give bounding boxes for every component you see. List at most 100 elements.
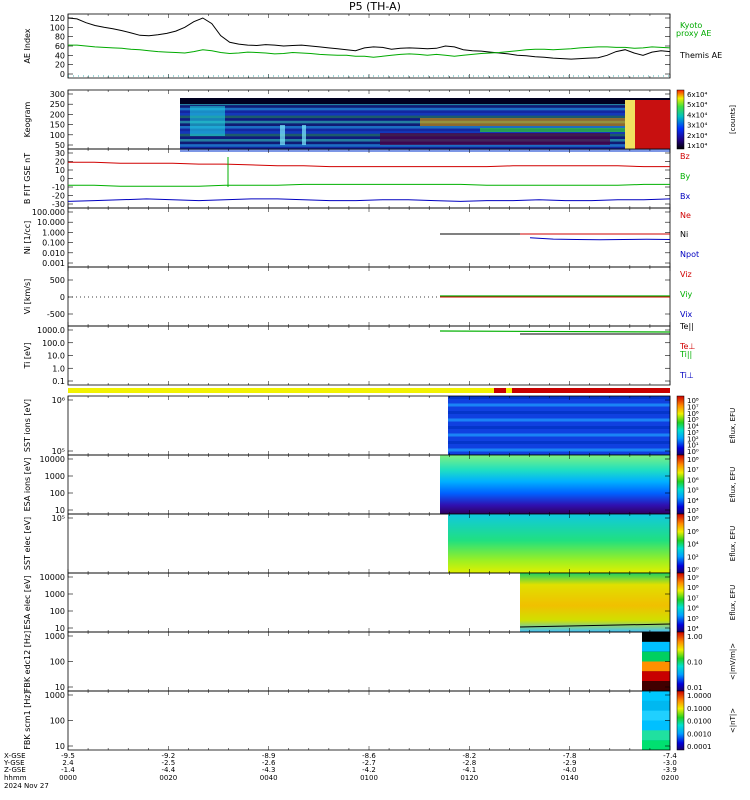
keogram-spike [280, 125, 285, 145]
axis-tick-x-gse: -8.9 [262, 752, 276, 760]
keogram-band [180, 126, 670, 129]
fbk-e-band [642, 641, 670, 652]
velocity-panel-ylabel: Vi [km/s] [23, 279, 32, 315]
axis-tick-y-gse: -2.6 [262, 759, 276, 767]
axis-tick-z-gse: -1.4 [61, 766, 75, 774]
legend-themis-ae: Themis AE [679, 51, 722, 60]
legend-ne: Ne [680, 211, 691, 220]
bz-line [68, 161, 670, 168]
sst-elec-panel-colorbar-tick: 10⁶ [687, 528, 699, 536]
fbk-b-panel-frame [67, 690, 671, 751]
fbk-b-panel-colorbar [676, 690, 685, 751]
axis-tick-y-gse: 2.4 [62, 759, 74, 767]
keogram-panel-ytick-label: 300 [50, 90, 65, 99]
keogram-panel-ytick-label: 50 [55, 141, 65, 150]
status-bar-yellow [68, 388, 494, 393]
bfield-panel-ytick-label: -30 [52, 200, 65, 209]
legend-by: By [680, 172, 690, 181]
density-panel-frame [67, 207, 671, 268]
axis-tick-time: 0020 [159, 774, 177, 782]
esa-elec-panel-colorbar-tick: 10⁸ [687, 584, 699, 592]
axis-date-label: 2024 Nov 27 [4, 782, 49, 790]
esa-elec-panel-ytick-label: 100 [50, 607, 65, 616]
legend-ti-par: Ti|| [679, 350, 692, 359]
axis-tick-x-gse: -8.2 [462, 752, 476, 760]
fbk-b-band [642, 720, 670, 731]
fbk-e-band [642, 671, 670, 682]
sst-ion-panel-ytick-label: 10⁶ [52, 396, 65, 405]
keogram-cyan-patch [190, 106, 225, 136]
axis-tick-z-gse: -3.9 [663, 766, 677, 774]
fbk-b-band [642, 710, 670, 721]
esa-ion-panel-colorbar [676, 454, 685, 515]
keogram-green-band [480, 128, 650, 132]
esa-elec-panel-colorbar-tick: 10⁷ [687, 594, 699, 602]
temperature-panel-ytick-label: 100.0 [42, 339, 65, 348]
keogram-panel-ytick-label: 250 [50, 100, 65, 109]
fbk-b-band [642, 691, 670, 701]
ae-panel-ytick-label: 40 [55, 51, 65, 60]
sst-ion-band [448, 441, 670, 444]
fbk-b-panel-colorbar-tick: 0.0001 [687, 743, 712, 751]
esa-ion-panel-spectrum [440, 455, 670, 514]
ae-panel-ylabel: AE Index [23, 28, 32, 63]
axis-row-label: hhmm [4, 774, 27, 782]
axis-tick-y-gse: -2.5 [161, 759, 175, 767]
keogram-band [180, 107, 670, 111]
plot-title: P5 (TH-A) [349, 0, 401, 13]
esa-ion-panel-colorbar-tick: 10⁷ [687, 466, 699, 474]
temperature-panel-ytick-label: 1000.0 [37, 326, 65, 335]
sst-ion-band [448, 418, 670, 422]
esa-ion-panel-ytick-label: 1000 [45, 472, 65, 481]
status-bar-red [512, 388, 670, 393]
keogram-bright-band [420, 118, 650, 126]
keogram-panel-colorbar-tick: 2x10⁴ [687, 132, 708, 140]
fbk-e-panel-ytick-label: 1000 [45, 632, 65, 641]
ae-panel-ytick-label: 100 [50, 23, 65, 32]
keogram-band [180, 146, 670, 150]
fbk-b-panel-ytick-label: 100 [50, 717, 65, 726]
density-panel-ytick-label: 0.001 [42, 259, 65, 268]
axis-tick-time: 0100 [360, 774, 378, 782]
axis-row-label: Y-GSE [3, 759, 25, 767]
legend-bz: Bz [680, 152, 690, 161]
sst-ion-panel-colorbar-tick: 10⁵ [687, 416, 699, 424]
fbk-b-band [642, 740, 670, 750]
esa-ion-panel-colorbar-label: Eflux, EFU [729, 467, 737, 502]
temperature-panel-ytick-label: 10.0 [47, 352, 65, 361]
esa-elec-potential-line [519, 623, 671, 628]
keogram-panel-ytick-label: 150 [50, 121, 65, 130]
velocity-panel-ytick-label: 500 [50, 276, 65, 285]
esa-elec-panel-ytick-label: 10000 [40, 573, 65, 582]
ae-panel-ytick-label: 0 [60, 70, 65, 79]
esa-ion-panel-colorbar-tick: 10⁴ [687, 497, 699, 505]
ae-panel-ytick-label: 60 [55, 42, 65, 51]
esa-elec-panel-spectrum [520, 573, 670, 632]
ti-line [439, 330, 671, 333]
esa-elec-panel-ytick-label: 1000 [45, 590, 65, 599]
sst-elec-panel-colorbar-tick: 10² [687, 553, 699, 561]
esa-ion-panel-ytick-label: 10000 [40, 455, 65, 464]
esa-elec-panel-colorbar-tick: 10⁴ [687, 625, 699, 633]
keogram-panel-colorbar-tick: 4x10⁴ [687, 111, 708, 119]
keogram-panel-colorbar-tick: 6x10⁴ [687, 91, 708, 99]
density-panel-ylabel: Ni [1/cc] [23, 221, 32, 255]
ae-panel-ytick-label: 20 [55, 61, 65, 70]
status-bar-red [494, 388, 506, 393]
esa-ion-panel-ytick-label: 10 [55, 506, 65, 515]
keogram-dark-band [380, 133, 610, 145]
axis-row-label: X-GSE [4, 752, 26, 760]
legend-proxy-ae: proxy AE [676, 29, 711, 38]
keogram-band [180, 128, 670, 132]
keogram-panel-colorbar-tick: 1x10⁴ [687, 142, 708, 150]
density-panel-ytick-label: 0.100 [42, 239, 65, 248]
esa-ion-panel-ylabel: ESA ions [eV] [23, 458, 32, 512]
temperature-panel-ytick-label: 0.1 [52, 377, 65, 386]
fbk-b-band [642, 730, 670, 741]
density-panel-ytick-label: 100.000 [32, 208, 65, 217]
density-panel-ytick-label: 1.000 [42, 228, 65, 237]
legend-vix: Vix [680, 310, 693, 319]
sst-elec-panel-ylabel: SST elec [eV] [23, 517, 32, 570]
fbk-e-panel-ytick-label: 100 [50, 658, 65, 667]
bfield-panel-ytick-label: 20 [55, 158, 65, 167]
